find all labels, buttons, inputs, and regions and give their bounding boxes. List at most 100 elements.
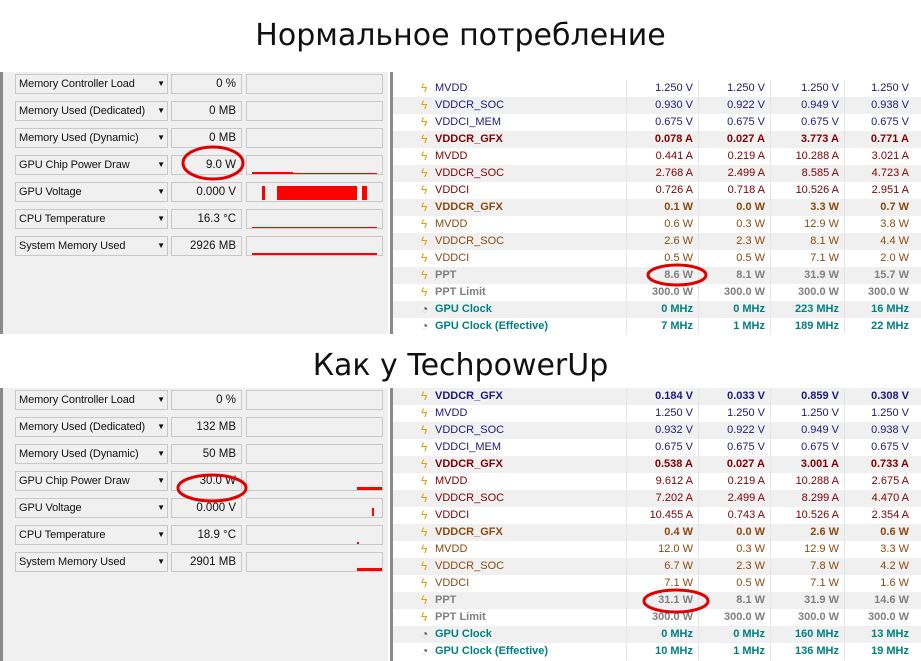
table-row[interactable]: ◔ GPU Clock 0 MHz 0 MHz 160 MHz 13 MHz (393, 626, 921, 643)
table-row[interactable]: ϟ VDDCR_GFX 0.078 A 0.027 A 3.773 A 0.771 A (393, 131, 921, 148)
sensor-value-cell: 2.0 W (844, 250, 912, 267)
chevron-down-icon[interactable]: ▼ (157, 160, 165, 169)
sensor-graph (246, 182, 383, 202)
sensor-name: MVDD (435, 82, 468, 94)
sensor-value-cell: 160 MHz (770, 626, 842, 643)
table-row[interactable]: ◔ GPU Clock (Effective) 7 MHz 1 MHz 189 MHz 2… (393, 318, 921, 334)
table-row[interactable]: ◔ GPU Clock 0 MHz 0 MHz 223 MHz 16 MHz (393, 301, 921, 318)
sensor-graph (246, 128, 383, 148)
chevron-down-icon[interactable]: ▼ (157, 422, 165, 431)
gpuz-sensors-panel-normal: Memory Controller Load ▼ 0 % Memory Used (D… (0, 72, 388, 334)
table-row[interactable]: ϟ VDDCR_SOC 2.768 A 2.499 A 8.585 A 4.723 A (393, 165, 921, 182)
table-row[interactable]: ϟ MVDD 12.0 W 0.3 W 12.9 W 3.3 W (393, 541, 921, 558)
table-row[interactable]: ϟ PPT Limit 300.0 W 300.0 W 300.0 W 300.0 W (393, 609, 921, 626)
table-row[interactable]: ϟ VDDCI 7.1 W 0.5 W 7.1 W 1.6 W (393, 575, 921, 592)
sensor-selector[interactable]: Memory Controller Load ▼ (15, 390, 168, 410)
sensor-value-cell: 0.771 A (844, 131, 912, 148)
sensor-row: Memory Controller Load ▼ 0 % (3, 74, 388, 96)
sensor-value-cell: 2.499 A (698, 165, 768, 182)
sensor-value: 16.3 °C (171, 209, 242, 229)
table-row[interactable]: ϟ VDDCI_MEM 0.675 V 0.675 V 0.675 V 0.675 V (393, 439, 921, 456)
chevron-down-icon[interactable]: ▼ (157, 530, 165, 539)
sensor-name: VDDCR_SOC (435, 560, 505, 572)
chevron-down-icon[interactable]: ▼ (157, 241, 165, 250)
table-row[interactable]: ϟ VDDCR_GFX 0.184 V 0.033 V 0.859 V 0.308 V (393, 388, 921, 405)
table-row[interactable]: ϟ PPT Limit 300.0 W 300.0 W 300.0 W 300.0 W (393, 284, 921, 301)
table-row[interactable]: ϟ VDDCR_GFX 0.4 W 0.0 W 2.6 W 0.6 W (393, 524, 921, 541)
table-row[interactable]: ϟ VDDCR_SOC 0.932 V 0.922 V 0.949 V 0.938 V (393, 422, 921, 439)
clock-icon: ◔ (421, 319, 429, 333)
table-row[interactable]: ϟ MVDD 9.612 A 0.219 A 10.288 A 2.675 A (393, 473, 921, 490)
sensor-selector[interactable]: Memory Used (Dynamic) ▼ (15, 444, 168, 464)
chevron-down-icon[interactable]: ▼ (157, 214, 165, 223)
chevron-down-icon[interactable]: ▼ (157, 79, 165, 88)
sensor-name: MVDD (435, 475, 468, 487)
table-row[interactable]: ϟ MVDD 0.6 W 0.3 W 12.9 W 3.8 W (393, 216, 921, 233)
chevron-down-icon[interactable]: ▼ (157, 476, 165, 485)
table-row[interactable]: ϟ VDDCI_MEM 0.675 V 0.675 V 0.675 V 0.675 V (393, 114, 921, 131)
sensor-value-cell: 0.743 A (698, 507, 768, 524)
table-row[interactable]: ϟ VDDCR_SOC 0.930 V 0.922 V 0.949 V 0.938 V (393, 97, 921, 114)
chevron-down-icon[interactable]: ▼ (157, 187, 165, 196)
lightning-icon: ϟ (421, 149, 428, 163)
table-row[interactable]: ϟ VDDCR_SOC 7.202 A 2.499 A 8.299 A 4.470 A (393, 490, 921, 507)
sensor-graph (246, 155, 383, 175)
sensor-name: VDDCI (435, 509, 470, 521)
chevron-down-icon[interactable]: ▼ (157, 557, 165, 566)
gpuz-sensors-panel-tpu: Memory Controller Load ▼ 0 % Memory Used (D… (0, 388, 388, 661)
sensor-selector[interactable]: Memory Used (Dynamic) ▼ (15, 128, 168, 148)
table-row[interactable]: ϟ PPT 8.6 W 8.1 W 31.9 W 15.7 W (393, 267, 921, 284)
lightning-icon: ϟ (421, 423, 428, 437)
table-row[interactable]: ϟ VDDCI 10.455 A 0.743 A 10.526 A 2.354 A (393, 507, 921, 524)
table-row[interactable]: ϟ VDDCI 0.726 A 0.718 A 10.526 A 2.951 A (393, 182, 921, 199)
sensor-selector[interactable]: GPU Voltage ▼ (15, 182, 168, 202)
chevron-down-icon[interactable]: ▼ (157, 449, 165, 458)
chevron-down-icon[interactable]: ▼ (157, 503, 165, 512)
sensor-selector[interactable]: Memory Used (Dedicated) ▼ (15, 101, 168, 121)
lightning-icon: ϟ (421, 234, 428, 248)
sensor-selector[interactable]: Memory Controller Load ▼ (15, 74, 168, 94)
sensor-selector[interactable]: CPU Temperature ▼ (15, 209, 168, 229)
sensor-name: VDDCI_MEM (435, 116, 502, 128)
table-row[interactable]: ϟ MVDD 1.250 V 1.250 V 1.250 V 1.250 V (393, 80, 921, 97)
sensor-selector[interactable]: GPU Voltage ▼ (15, 498, 168, 518)
table-row[interactable]: ϟ VDDCR_GFX 0.538 A 0.027 A 3.001 A 0.733 A (393, 456, 921, 473)
sensor-row: System Memory Used ▼ 2926 MB (3, 236, 388, 258)
sensor-row: GPU Voltage ▼ 0.000 V (3, 182, 388, 204)
graph-trace (277, 186, 317, 200)
sensor-row: Memory Used (Dynamic) ▼ 0 MB (3, 128, 388, 150)
sensor-name: VDDCI_MEM (435, 441, 502, 453)
sensor-value-cell: 0.5 W (626, 250, 696, 267)
table-row[interactable]: ϟ VDDCI 0.5 W 0.5 W 7.1 W 2.0 W (393, 250, 921, 267)
sensor-value-cell: 12.9 W (770, 216, 842, 233)
table-row[interactable]: ϟ VDDCR_SOC 6.7 W 2.3 W 7.8 W 4.2 W (393, 558, 921, 575)
sensor-value-cell: 7.1 W (626, 575, 696, 592)
sensor-selector[interactable]: System Memory Used ▼ (15, 236, 168, 256)
chevron-down-icon[interactable]: ▼ (157, 133, 165, 142)
sensor-value: 18.9 °C (171, 525, 242, 545)
sensor-value-cell: 300.0 W (626, 609, 696, 626)
table-row[interactable]: ϟ VDDCR_GFX 0.1 W 0.0 W 3.3 W 0.7 W (393, 199, 921, 216)
sensor-selector[interactable]: CPU Temperature ▼ (15, 525, 168, 545)
table-row[interactable]: ϟ MVDD 1.250 V 1.250 V 1.250 V 1.250 V (393, 405, 921, 422)
table-row[interactable]: ◔ GPU Clock (Effective) 10 MHz 1 MHz 136 MHz… (393, 643, 921, 660)
sensor-label: Memory Controller Load (19, 394, 135, 406)
sensor-value-cell: 6.7 W (626, 558, 696, 575)
table-row[interactable]: ϟ PPT 31.1 W 8.1 W 31.9 W 14.6 W (393, 592, 921, 609)
sensor-value-cell: 10.288 A (770, 473, 842, 490)
sensor-selector[interactable]: GPU Chip Power Draw ▼ (15, 155, 168, 175)
sensor-row: GPU Chip Power Draw ▼ 9.0 W (3, 155, 388, 177)
lightning-icon: ϟ (421, 474, 428, 488)
chevron-down-icon[interactable]: ▼ (157, 395, 165, 404)
sensor-value-cell: 0.4 W (626, 524, 696, 541)
sensor-graph (246, 498, 383, 518)
sensor-value: 50 MB (171, 444, 242, 464)
sensor-selector[interactable]: GPU Chip Power Draw ▼ (15, 471, 168, 491)
sensor-value-cell: 10.526 A (770, 507, 842, 524)
chevron-down-icon[interactable]: ▼ (157, 106, 165, 115)
table-row[interactable]: ϟ VDDCR_SOC 2.6 W 2.3 W 8.1 W 4.4 W (393, 233, 921, 250)
sensor-selector[interactable]: System Memory Used ▼ (15, 552, 168, 572)
sensor-value-cell: 300.0 W (770, 609, 842, 626)
sensor-selector[interactable]: Memory Used (Dedicated) ▼ (15, 417, 168, 437)
table-row[interactable]: ϟ MVDD 0.441 A 0.219 A 10.288 A 3.021 A (393, 148, 921, 165)
